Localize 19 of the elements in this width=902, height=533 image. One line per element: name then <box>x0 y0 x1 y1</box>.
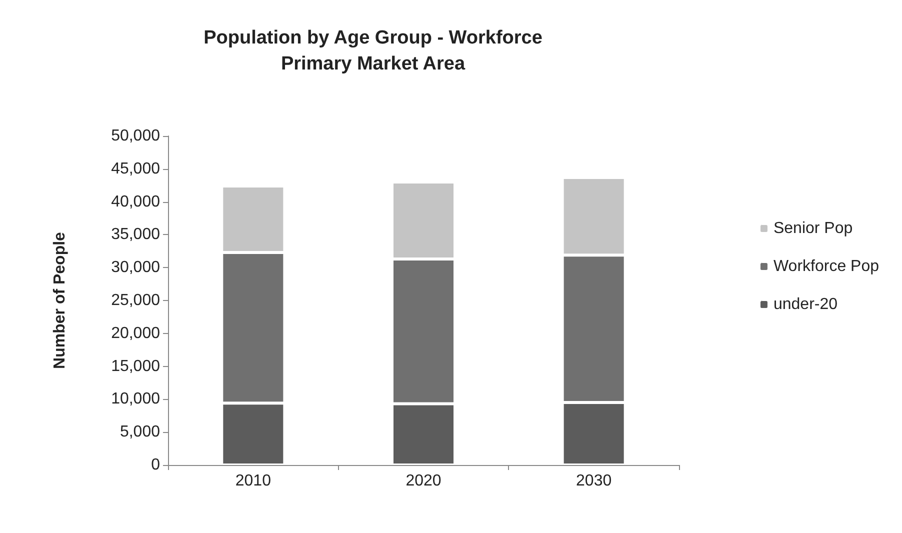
y-axis-title: Number of People <box>52 232 68 369</box>
chart-title: Population by Age Group - Workforce Primary Market Area <box>204 28 542 74</box>
legend-label: Senior Pop <box>773 220 853 237</box>
y-tick-label: 40,000 <box>111 193 160 210</box>
x-tick-label: 2010 <box>235 472 272 490</box>
legend-label: under-20 <box>773 296 838 313</box>
y-tick-label: 35,000 <box>111 226 160 244</box>
y-tick-label: 5,000 <box>120 424 160 441</box>
x-tick-label: 2030 <box>576 472 612 490</box>
y-tick-label: 25,000 <box>111 292 160 309</box>
y-tick-label: 30,000 <box>111 259 160 276</box>
y-tick-label: 50,000 <box>111 128 160 144</box>
x-tick-label: 2020 <box>406 472 442 490</box>
y-tick-label: 45,000 <box>111 160 160 178</box>
y-tick-label: 15,000 <box>111 358 160 375</box>
y-tick-label: 20,000 <box>111 324 160 342</box>
y-tick-label: 0 <box>151 456 160 474</box>
legend-label: Workforce Pop <box>773 258 880 275</box>
y-tick-label: 10,000 <box>111 390 160 408</box>
